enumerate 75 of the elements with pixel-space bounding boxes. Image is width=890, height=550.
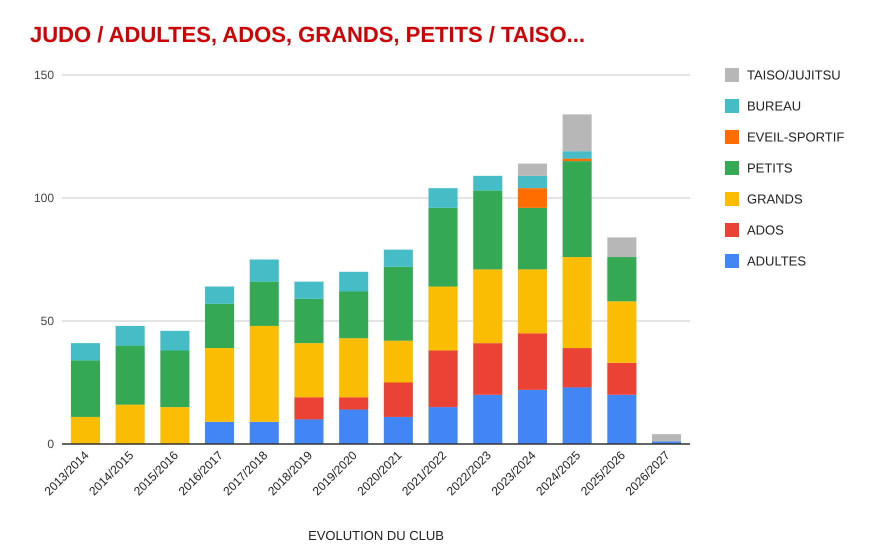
bar — [562, 348, 592, 388]
bar — [205, 422, 234, 444]
bar — [652, 434, 682, 442]
bar — [116, 326, 145, 346]
bar — [384, 250, 413, 267]
bar — [384, 382, 413, 417]
bar — [160, 407, 190, 444]
bar — [384, 416, 413, 444]
bar — [294, 282, 324, 299]
bar — [473, 343, 502, 395]
bar — [70, 343, 100, 360]
y-tick-label: 100 — [34, 191, 54, 206]
bar — [384, 340, 413, 382]
bar — [607, 257, 636, 302]
bar — [473, 269, 502, 344]
bar — [250, 260, 279, 282]
bar — [473, 190, 502, 270]
bar — [562, 161, 592, 258]
bar — [294, 419, 324, 444]
bar — [294, 397, 324, 420]
bar — [70, 360, 100, 417]
bar — [428, 208, 458, 287]
legend-label: ADOS — [747, 222, 784, 238]
chart-title: JUDO / ADULTES, ADOS, GRANDS, PETITS / TAISO... — [30, 22, 585, 47]
bar — [518, 390, 547, 444]
bar — [518, 176, 547, 188]
bar — [428, 286, 458, 351]
bar — [339, 397, 368, 410]
bar — [562, 114, 592, 152]
bar — [607, 237, 636, 258]
bar — [428, 407, 458, 444]
legend-label: ADULTES — [747, 254, 806, 269]
y-tick-label: 150 — [34, 68, 54, 82]
bar — [116, 404, 145, 444]
legend-label: PETITS — [747, 160, 793, 176]
bar — [250, 422, 279, 444]
bar — [473, 394, 502, 444]
y-tick-label: 0 — [47, 437, 54, 452]
bar — [205, 304, 234, 348]
legend-label: EVEIL-SPORTIF — [747, 130, 844, 145]
bar — [518, 164, 547, 176]
bar — [205, 348, 234, 422]
bar — [473, 176, 502, 191]
bar — [428, 188, 458, 208]
bar — [428, 350, 458, 408]
bar — [562, 257, 592, 348]
y-tick-label: 50 — [40, 314, 54, 328]
bar — [294, 343, 324, 398]
bar — [384, 266, 413, 341]
bar — [518, 208, 547, 270]
bar — [518, 333, 547, 390]
bar — [339, 338, 368, 398]
bar — [70, 416, 100, 444]
bar — [339, 291, 368, 338]
legend-label: BUREAU — [747, 98, 802, 114]
bar — [160, 330, 190, 351]
bar — [205, 286, 234, 304]
bar — [160, 350, 190, 408]
bar — [116, 346, 145, 405]
legend-label: GRANDS — [747, 192, 803, 207]
bar — [339, 272, 368, 292]
x-axis-title: EVOLUTION DU CLUB — [308, 528, 444, 543]
legend-label: TAISO/JUJITSU — [747, 68, 841, 83]
bar — [562, 387, 592, 444]
bar — [518, 188, 547, 208]
bar — [562, 151, 592, 159]
bar — [607, 362, 636, 395]
bar — [294, 298, 324, 344]
bar — [339, 410, 368, 444]
bar — [607, 394, 636, 444]
bar — [250, 326, 279, 422]
bar — [562, 158, 592, 162]
bar — [607, 301, 636, 363]
bar — [518, 269, 547, 334]
bar — [250, 282, 279, 326]
